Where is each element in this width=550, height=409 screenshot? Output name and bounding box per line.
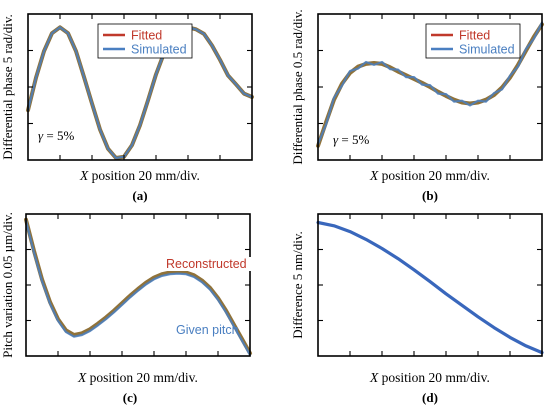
legend-entry: Simulated [131,43,187,57]
series-annotation: Reconstructed [166,257,247,271]
gamma-annotation: γ = 5% [333,132,369,147]
series-line-simulated [26,26,254,160]
y-axis-label: Differential phase 5 rad/div. [0,14,15,159]
series-line-given-pitch [24,219,252,356]
series-line-difference [316,220,544,355]
panel-a: Differential phase 5 rad/div. X position … [0,13,254,203]
annotation-bg [164,257,254,271]
series-line-simulated [316,21,544,146]
panel-label: (c) [123,390,137,405]
legend-entry: Simulated [459,43,515,57]
panel-d: Difference 5 nm/div. X position 20 mm/div… [290,213,544,405]
x-axis-label: X position 20 mm/div. [369,370,490,385]
y-axis-label: Pitch variation 0.05 µm/div. [0,212,15,358]
panel-label: (b) [422,188,438,203]
x-axis-label: X position 20 mm/div. [79,168,200,183]
legend-box [97,23,193,59]
x-axis-label: X position 20 mm/div. [77,370,198,385]
legend-entry: Fitted [131,29,162,43]
series-annotation: Given pitch [176,323,239,337]
panel-b: Differential phase 0.5 rad/div. X positio… [290,9,544,203]
legend-entry: Fitted [459,29,490,43]
gamma-annotation: γ = 5% [38,128,74,143]
panel-label: (a) [132,188,147,203]
panel-label: (d) [422,390,438,405]
panel-c: Pitch variation 0.05 µm/div. X position 2… [0,212,254,405]
y-axis-label: Difference 5 nm/div. [290,231,305,339]
legend-box [425,23,521,59]
x-axis-label: X position 20 mm/div. [369,168,490,183]
y-axis-label: Differential phase 0.5 rad/div. [290,9,305,164]
